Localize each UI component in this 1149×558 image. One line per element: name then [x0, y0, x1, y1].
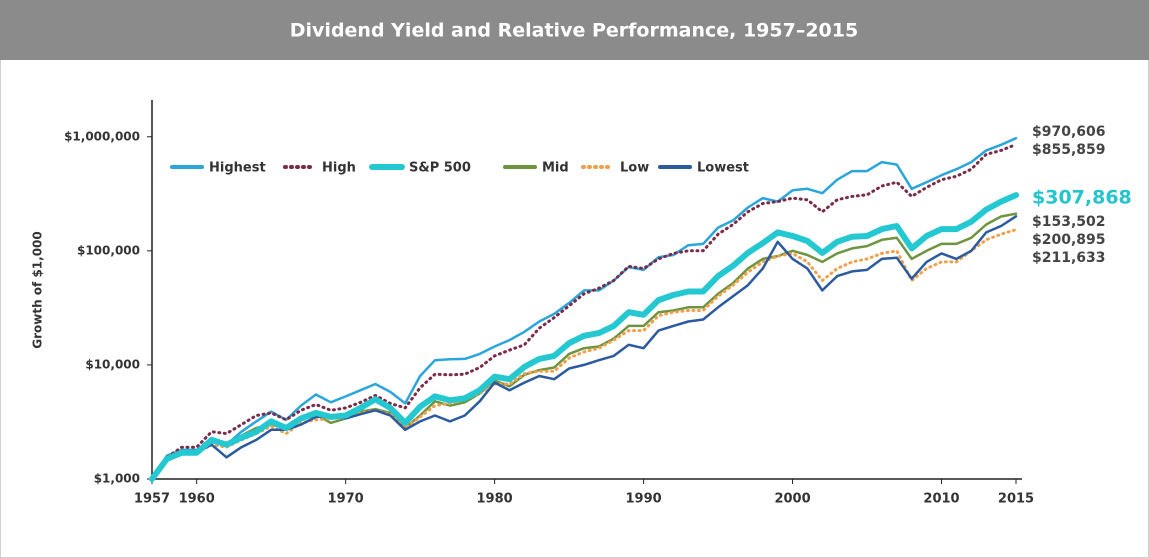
legend-label: Lowest	[697, 161, 749, 176]
series-line	[149, 192, 1019, 482]
y-tick-label: $1,000,000	[64, 129, 140, 143]
end-label: $211,633	[1032, 250, 1106, 266]
end-label: $153,502	[1032, 214, 1106, 230]
series-line	[150, 143, 1018, 481]
y-tick-label: $100,000	[77, 243, 140, 257]
x-tick-label: 1990	[625, 492, 661, 507]
series-line	[150, 215, 1018, 481]
legend-label: High	[322, 161, 356, 176]
chart-title: Dividend Yield and Relative Performance,…	[290, 20, 858, 42]
header-band	[0, 0, 1149, 60]
y-tick-label: $10,000	[85, 357, 140, 371]
legend-label: Highest	[209, 161, 266, 176]
end-label: $855,859	[1032, 142, 1106, 158]
x-tick-label: 1980	[477, 492, 513, 507]
y-tick-label: $1,000	[94, 472, 140, 486]
series-line	[150, 136, 1018, 481]
legend-label: Low	[620, 161, 649, 176]
legend-label: S&P 500	[409, 161, 471, 176]
legend-label: Mid	[542, 161, 569, 176]
x-tick-label: 2015	[998, 492, 1034, 507]
x-tick-label: 2000	[774, 492, 810, 507]
end-label: $200,895	[1032, 232, 1106, 248]
x-tick-label: 2010	[923, 492, 959, 507]
x-tick-label: 1960	[179, 492, 215, 507]
x-tick-label: 1970	[328, 492, 364, 507]
end-label: $970,606	[1032, 124, 1106, 140]
y-axis-label: Growth of $1,000	[31, 231, 45, 349]
end-label: $307,868	[1032, 187, 1132, 209]
x-tick-label: 1957	[134, 492, 170, 507]
